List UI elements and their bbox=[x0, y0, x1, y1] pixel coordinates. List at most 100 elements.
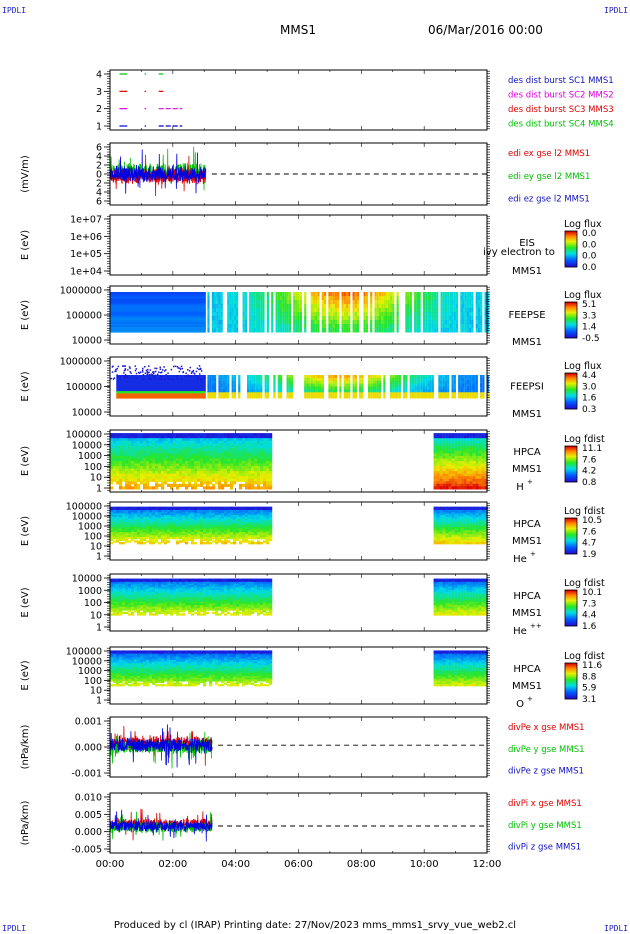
panel-6-cell bbox=[448, 458, 452, 462]
panel-6-cell bbox=[475, 453, 479, 457]
panel-6-cell bbox=[128, 478, 132, 482]
panel-6-cell bbox=[263, 435, 267, 439]
feeps-i-stripe bbox=[427, 383, 430, 387]
panel-6-cell bbox=[218, 466, 222, 470]
feeps-e-stripe bbox=[231, 328, 234, 333]
feeps-i-stripe bbox=[238, 377, 241, 382]
panel-7-cell bbox=[203, 531, 207, 535]
panel-6-cell bbox=[257, 440, 261, 444]
feeps-i-stripe bbox=[264, 377, 267, 382]
feeps-i-dot bbox=[164, 369, 167, 371]
panel-7-cell bbox=[188, 511, 192, 514]
panel-4-colorbar-cell bbox=[565, 331, 577, 333]
feeps-i-stripe bbox=[372, 389, 375, 393]
panel-6-cell bbox=[188, 443, 192, 447]
feeps-i-dot bbox=[146, 370, 149, 373]
panel-7-cell bbox=[110, 538, 114, 541]
panel-6-cell bbox=[122, 435, 126, 439]
panel-6-cell bbox=[457, 458, 461, 462]
feeps-e-stripe bbox=[455, 308, 459, 313]
panel-7-cell bbox=[155, 523, 159, 526]
panel-6-cell bbox=[466, 483, 470, 487]
panel-6-cell bbox=[254, 458, 258, 462]
panel-6-cell bbox=[433, 473, 437, 477]
feeps-i-dot bbox=[144, 372, 147, 374]
feeps-i-dot bbox=[155, 367, 158, 370]
panel-6-cell bbox=[161, 468, 165, 472]
panel-7-cell bbox=[212, 510, 216, 513]
panel-6-cell bbox=[149, 473, 153, 477]
panel-6-cell bbox=[481, 471, 485, 475]
panel-7-cell bbox=[161, 538, 165, 541]
panel-7-cell bbox=[119, 530, 123, 533]
panel-6-cell bbox=[191, 466, 195, 470]
panel-6-cell bbox=[167, 438, 171, 442]
feeps-e-stripe bbox=[341, 316, 344, 321]
panel-7-cell bbox=[215, 521, 219, 525]
feeps-e-stripe bbox=[370, 312, 373, 317]
feeps-i-dot bbox=[143, 378, 145, 380]
panel-6-cell bbox=[227, 476, 231, 480]
feeps-e-stripe bbox=[385, 296, 388, 301]
feeps-e-stripe bbox=[266, 324, 269, 329]
panel-6-cell bbox=[257, 476, 261, 480]
panel-7-cell bbox=[203, 521, 207, 525]
panel-7-cell bbox=[113, 515, 117, 518]
panel-6-cell bbox=[436, 481, 440, 485]
feeps-i-stripe bbox=[480, 392, 483, 396]
panel-1-ytick-label: 4 bbox=[96, 70, 102, 81]
panel-7-cell bbox=[149, 513, 153, 516]
panel-7-cell bbox=[143, 530, 147, 533]
panel-6-cell bbox=[179, 445, 183, 449]
panel-4-colorbar-cell bbox=[565, 336, 577, 338]
panel-7-cell bbox=[125, 530, 129, 533]
panel-6-cell bbox=[131, 476, 135, 480]
feeps-e-stripe bbox=[453, 296, 456, 301]
feeps-e-stripe bbox=[295, 296, 298, 301]
panel-7-cell bbox=[221, 535, 225, 538]
panel-6-cell bbox=[245, 466, 249, 470]
panel-7-cell bbox=[191, 506, 195, 509]
feeps-i-dot bbox=[189, 375, 192, 377]
feeps-i-stripe bbox=[255, 380, 258, 385]
feeps-e-stripe bbox=[356, 296, 360, 301]
panel-7-cell bbox=[224, 515, 228, 518]
feeps-i-stripe bbox=[486, 375, 489, 379]
feeps-i-stripe bbox=[462, 386, 465, 390]
feeps-e-stripe bbox=[376, 308, 379, 313]
panel-6-cell bbox=[439, 440, 443, 444]
feeps-i-dot bbox=[197, 375, 199, 377]
panel-6-cell bbox=[143, 455, 147, 460]
panel-4-colorbar-cell bbox=[565, 303, 577, 305]
feeps-e-stripe bbox=[334, 316, 338, 321]
panel-6-cell bbox=[242, 445, 246, 449]
feeps-e-stripe bbox=[378, 316, 382, 321]
panel-3-colorbar-cell bbox=[565, 239, 577, 241]
panel-6-cell bbox=[140, 471, 144, 475]
panel-7-cell bbox=[206, 508, 210, 511]
panel-6-cell bbox=[188, 473, 192, 477]
feeps-i-stripe bbox=[304, 377, 307, 382]
panel-7-cell bbox=[182, 520, 186, 523]
panel-7-cell bbox=[206, 526, 210, 530]
feeps-e-stripe bbox=[293, 296, 296, 301]
panel-6-cell bbox=[460, 481, 464, 485]
panel-6-cell bbox=[131, 440, 135, 444]
feeps-e-cell bbox=[110, 318, 206, 321]
feeps-i-dot bbox=[149, 369, 152, 371]
panel-6-cell bbox=[218, 433, 222, 437]
panel-7-cell bbox=[182, 511, 186, 514]
panel-7-cell bbox=[200, 533, 204, 536]
panel-6-cell bbox=[263, 458, 267, 462]
panel-6-cell bbox=[167, 458, 171, 462]
feeps-i-dot bbox=[172, 365, 175, 368]
panel-6-cell bbox=[457, 478, 461, 482]
feeps-i-stripe bbox=[246, 386, 250, 390]
panel-7-cell bbox=[152, 535, 156, 538]
panel-6-cell bbox=[212, 476, 216, 480]
panel-6-cell bbox=[478, 450, 482, 454]
feeps-i-stripe bbox=[266, 383, 269, 387]
panel-6-cell bbox=[185, 435, 189, 439]
feeps-i-stripe bbox=[444, 389, 448, 393]
panel-6-cell bbox=[137, 461, 141, 465]
